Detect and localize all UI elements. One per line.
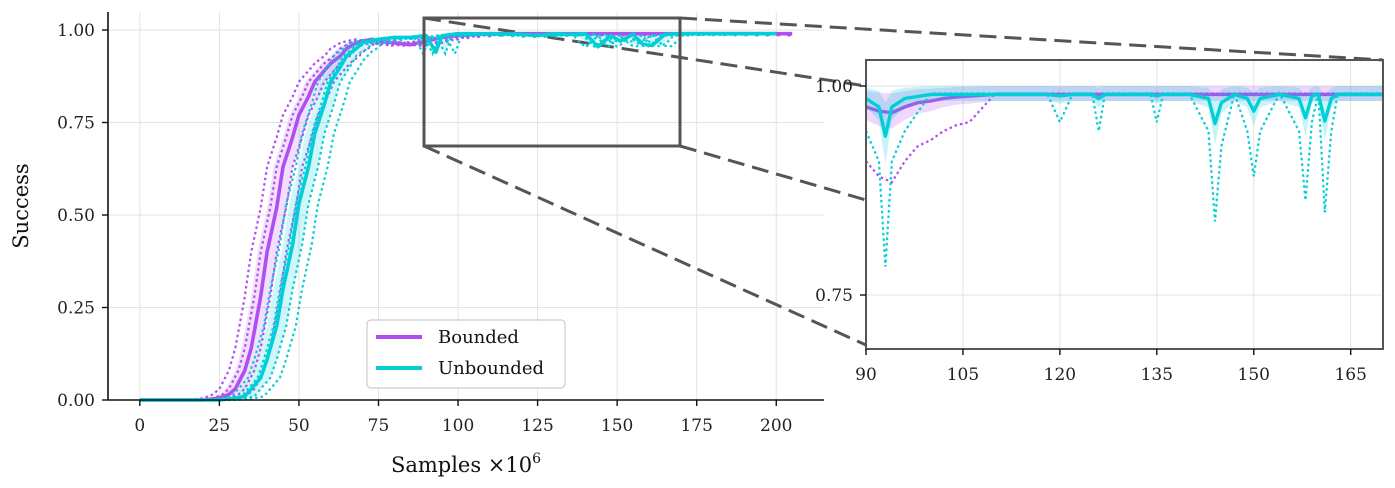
main-x-tick-label: 0 — [134, 416, 145, 436]
zoom-connector-top-left — [423, 16, 867, 88]
main-y-tick-label: 0.00 — [57, 391, 95, 411]
inset-mean-line-unbounded — [865, 92, 1383, 138]
main-mean-line-bounded — [139, 31, 793, 402]
inset-frame — [865, 59, 1384, 350]
zoom-connector-lines — [423, 16, 1384, 347]
main-x-tick-label: 75 — [368, 416, 390, 436]
main-mean-line-unbounded — [139, 31, 777, 402]
y-axis-label: Success — [9, 163, 33, 248]
inset-series-layer — [864, 86, 1383, 267]
main-y-tick-label: 0.25 — [57, 299, 95, 319]
main-x-tick-label: 100 — [442, 416, 474, 436]
legend-label-unbounded: Unbounded — [438, 358, 544, 379]
inset-ticks: 90 105 120 135 150 165 0.75 1.00 — [815, 77, 1367, 385]
main-x-tick-label: 125 — [521, 416, 553, 436]
zoom-box — [422, 16, 682, 148]
legend-label-bounded: Bounded — [438, 327, 519, 348]
main-band-bounded — [139, 33, 793, 400]
inset-band-unbounded — [866, 86, 1383, 164]
main-x-tick-label: 175 — [680, 416, 712, 436]
main-x-tick-label: 25 — [209, 416, 231, 436]
zoom-connector-bottom-left — [423, 144, 867, 347]
inset-x-tick-label: 135 — [1141, 365, 1173, 385]
main-series-layer — [139, 31, 793, 402]
main-seed-line-bounded — [139, 32, 793, 402]
zoom-connector-bottom-right — [679, 144, 867, 202]
main-seed-line-unbounded — [139, 32, 777, 402]
main-y-tick-label: 0.50 — [57, 206, 95, 226]
inset-x-tick-label: 150 — [1238, 365, 1270, 385]
zoom-connector-top-right — [679, 16, 1384, 62]
inset-band-bounded — [866, 86, 1383, 129]
main-seed-line-unbounded — [139, 32, 777, 402]
main-y-tick-label: 1.00 — [57, 21, 95, 41]
inset-y-tick-label: 1.00 — [815, 77, 853, 97]
inset-x-tick-label: 165 — [1334, 365, 1366, 385]
main-x-tick-label: 50 — [288, 416, 310, 436]
main-seed-line-bounded — [139, 32, 793, 402]
legend: Bounded Unbounded — [366, 319, 566, 389]
main-y-tick-label: 0.75 — [57, 114, 95, 134]
main-x-tick-label: 150 — [601, 416, 633, 436]
inset-x-tick-label: 105 — [947, 365, 979, 385]
inset-x-tick-label: 90 — [855, 365, 877, 385]
inset-y-tick-label: 0.75 — [815, 286, 853, 306]
main-x-tick-label: 200 — [760, 416, 792, 436]
inset-x-tick-label: 120 — [1044, 365, 1076, 385]
main-ticks: 0 25 50 75 100 125 150 175 200 0.00 0.25 0.50 0.75 1.… — [57, 21, 792, 436]
x-axis-label: Samples ×106 — [391, 451, 541, 477]
